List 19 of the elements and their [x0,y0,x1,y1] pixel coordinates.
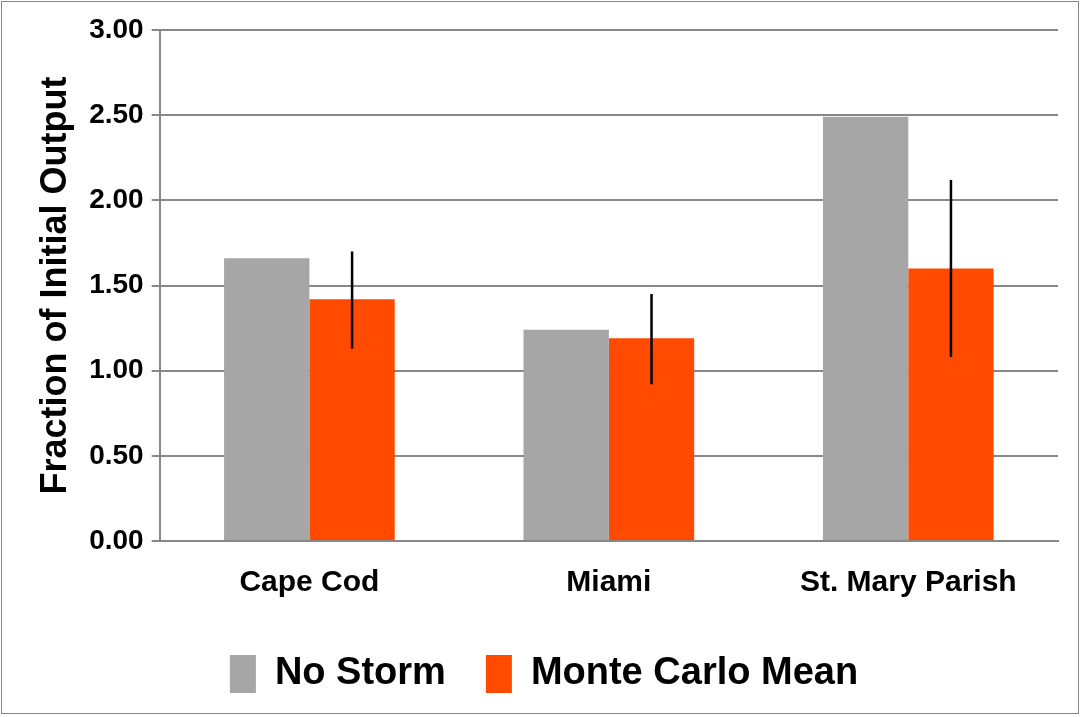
bar [908,268,994,540]
y-tick-label: 0.50 [89,438,144,470]
x-tick-label: St. Mary Parish [799,564,1017,598]
y-tick-label: 2.00 [89,183,144,215]
y-axis-title: Fraction of Initial Output [32,76,74,495]
y-tick-label: 3.00 [89,12,144,44]
bar [822,116,909,540]
bar [608,338,695,540]
bar [309,299,395,540]
bar [224,258,310,540]
y-tick-label: 0.00 [89,523,144,555]
y-tick-label: 1.00 [89,353,144,385]
bar [523,329,609,540]
legend-label: Monte Carlo Mean [530,650,859,693]
legend-label: No Storm [274,650,446,693]
y-tick-label: 1.50 [89,268,144,300]
y-tick-label: 2.50 [89,97,144,129]
x-tick-label: Miami [566,564,652,598]
x-tick-label: Cape Cod [239,564,380,598]
